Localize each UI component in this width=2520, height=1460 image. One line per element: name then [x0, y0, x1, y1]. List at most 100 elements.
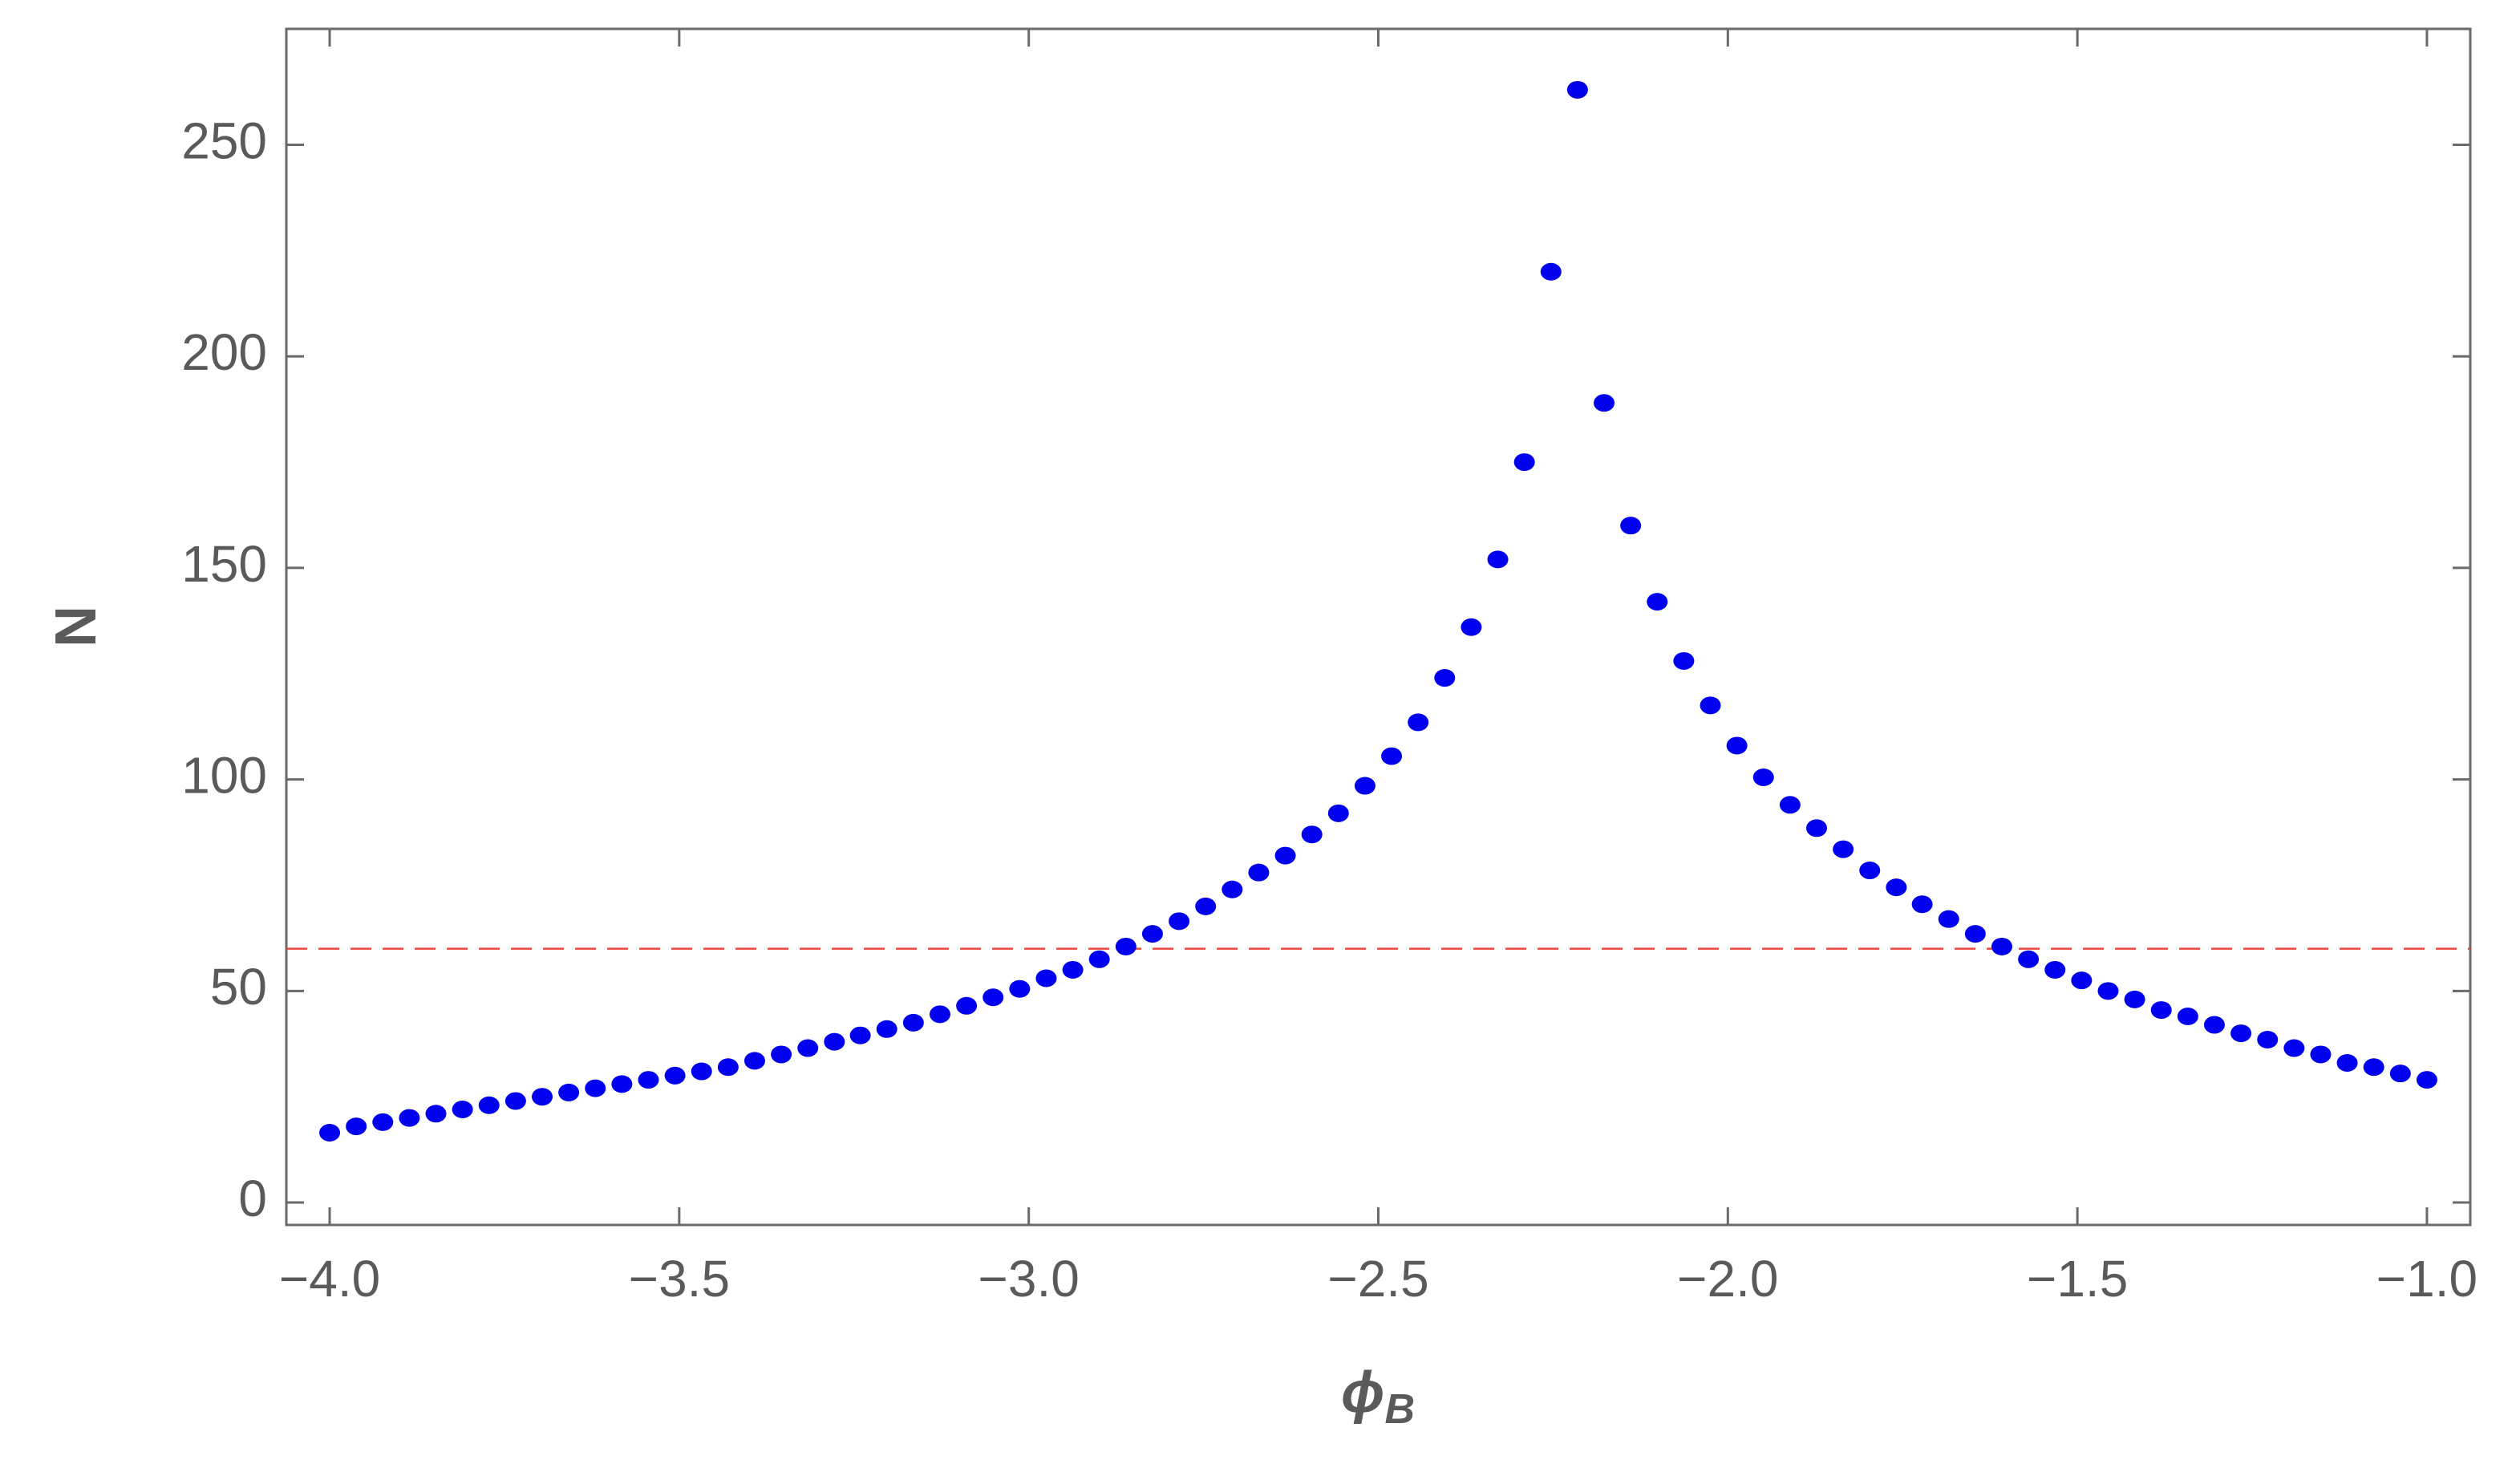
data-point [1062, 960, 1084, 979]
x-tick-label: −3.0 [978, 1250, 1080, 1308]
data-point [824, 1032, 845, 1051]
data-point [717, 1058, 739, 1077]
data-point [664, 1066, 686, 1085]
data-point [1115, 937, 1136, 955]
data-point [743, 1052, 765, 1070]
data-point [1222, 880, 1243, 898]
data-point [1833, 840, 1854, 858]
data-point [982, 988, 1004, 1007]
data-point [929, 1005, 950, 1024]
data-point [1169, 912, 1190, 931]
data-point [2018, 950, 2040, 968]
data-point [1540, 262, 1562, 281]
data-point [1964, 925, 1986, 943]
data-point [1566, 80, 1588, 99]
x-tick-label: −2.0 [1677, 1250, 1778, 1308]
data-point [1779, 796, 1801, 814]
data-point [1035, 969, 1057, 988]
data-point [1461, 618, 1482, 636]
data-point [2230, 1024, 2252, 1043]
data-point [1274, 846, 1296, 865]
y-tick-label: 250 [181, 112, 267, 169]
x-tick-label: −4.0 [279, 1250, 380, 1308]
data-point [399, 1109, 420, 1127]
data-point [1141, 925, 1163, 943]
data-point [1752, 768, 1774, 786]
data-point [1248, 863, 1270, 882]
data-point [1620, 517, 1642, 535]
data-point [691, 1062, 712, 1081]
data-point [1647, 593, 1668, 611]
data-point [372, 1113, 394, 1131]
y-tick-label: 50 [210, 958, 267, 1016]
data-point [1434, 669, 1456, 687]
data-point [902, 1013, 924, 1032]
data-point [558, 1083, 580, 1101]
data-point [2203, 1016, 2225, 1034]
x-tick-label: −2.5 [1327, 1250, 1428, 1308]
data-point [2097, 982, 2119, 1000]
data-point [2177, 1007, 2198, 1025]
data-point [638, 1071, 659, 1089]
data-point [956, 996, 978, 1015]
data-point [1088, 950, 1110, 968]
data-point [585, 1079, 606, 1097]
data-point [2124, 990, 2145, 1008]
y-tick-label: 100 [181, 747, 267, 805]
data-point [1886, 878, 1907, 897]
data-point [1911, 895, 1933, 914]
data-point [771, 1045, 792, 1064]
data-point [2416, 1071, 2437, 1089]
x-tick-label: −1.5 [2027, 1250, 2128, 1308]
data-point [2363, 1058, 2384, 1077]
data-point [2257, 1030, 2279, 1048]
x-tick-label: −1.0 [2376, 1250, 2477, 1308]
data-point [611, 1075, 633, 1093]
data-point [1408, 713, 1429, 732]
data-point [797, 1039, 819, 1057]
data-point [1009, 979, 1031, 998]
data-point [1673, 651, 1695, 670]
data-point [1354, 777, 1375, 795]
data-point [1991, 937, 2013, 955]
data-point [1301, 825, 1323, 844]
plot-frame [285, 27, 2472, 1227]
data-point [1806, 819, 1828, 837]
data-point [478, 1096, 500, 1114]
x-axis-label: ϕB [1341, 1361, 1415, 1433]
data-point [2071, 971, 2093, 990]
data-point [1594, 394, 1615, 412]
data-point [1195, 897, 1217, 915]
data-point [2283, 1039, 2305, 1057]
data-point [876, 1020, 897, 1038]
data-point [452, 1101, 473, 1119]
y-tick-label: 200 [181, 323, 267, 381]
x-axis-label-subscript: B [1384, 1386, 1415, 1433]
data-point [346, 1117, 367, 1136]
data-point [1381, 747, 1403, 765]
data-point [532, 1088, 553, 1106]
data-point [1327, 804, 1349, 822]
y-axis-label: N [44, 606, 108, 647]
y-tick-label: 150 [181, 535, 267, 593]
data-point [1726, 736, 1748, 755]
data-point [319, 1124, 341, 1142]
data-point [849, 1026, 871, 1044]
data-point [504, 1092, 526, 1110]
x-axis-label-symbol: ϕ [1341, 1361, 1385, 1425]
data-point [2310, 1045, 2332, 1064]
data-point [425, 1105, 447, 1123]
data-point [2336, 1054, 2358, 1073]
data-point [2389, 1065, 2411, 1083]
data-point [1513, 453, 1535, 472]
data-point [2044, 960, 2066, 979]
y-tick-label: 0 [238, 1170, 267, 1227]
data-point [1487, 550, 1509, 569]
x-tick-label: −3.5 [629, 1250, 730, 1308]
data-point [1859, 862, 1881, 880]
data-point [1700, 696, 1721, 715]
data-point [2150, 1001, 2172, 1020]
data-point [1938, 910, 1959, 928]
